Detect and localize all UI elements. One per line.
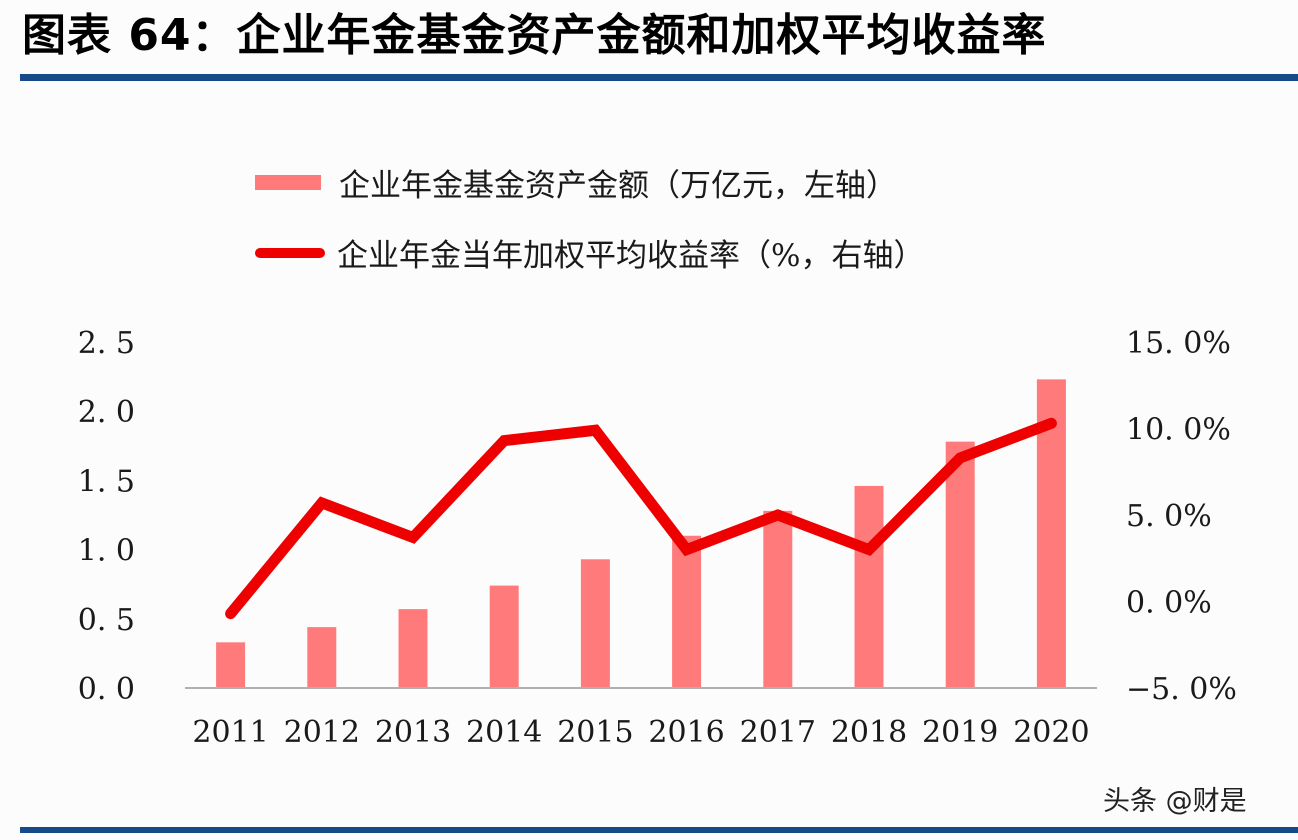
- x-tick-label: 2018: [831, 715, 907, 750]
- bar: [945, 441, 975, 688]
- bar: [763, 510, 793, 688]
- bar-series: [216, 379, 1066, 688]
- line-series: [225, 417, 1057, 620]
- bar: [580, 559, 610, 688]
- x-tick-label: 2013: [375, 715, 451, 750]
- legend-item-bar: 企业年金基金资产金额（万亿元，左轴）: [255, 160, 897, 205]
- line-swatch-icon: [255, 247, 325, 258]
- right-tick-label: 10. 0%: [1126, 413, 1231, 448]
- right-tick-label: 0. 0%: [1126, 586, 1212, 621]
- bottom-divider: [20, 827, 1298, 833]
- bar: [398, 609, 428, 688]
- right-tick-label: 5. 0%: [1126, 499, 1212, 534]
- bar: [489, 585, 519, 688]
- left-tick-label: 1. 0: [78, 534, 135, 569]
- x-tick-label: 2014: [466, 715, 542, 750]
- watermark: 头条 @财是: [1103, 786, 1247, 817]
- x-tick-label: 2011: [192, 715, 268, 750]
- bar: [216, 642, 246, 688]
- legend-bar-label: 企业年金基金资产金额（万亿元，左轴）: [339, 168, 897, 204]
- left-tick-label: 2. 0: [78, 395, 135, 430]
- legend-line-label: 企业年金当年加权平均收益率（%，右轴）: [337, 238, 925, 274]
- bar-swatch-icon: [255, 175, 321, 190]
- left-tick-label: 0. 5: [78, 603, 135, 638]
- x-tick-label: 2016: [648, 715, 724, 750]
- legend-item-line: 企业年金当年加权平均收益率（%，右轴）: [255, 230, 924, 275]
- top-divider: [20, 74, 1298, 81]
- right-tick-label: −5. 0%: [1126, 672, 1237, 707]
- page-title: 图表 64：企业年金基金资产金额和加权平均收益率: [22, 10, 1047, 61]
- x-tick-label: 2012: [284, 715, 360, 750]
- x-tick-label: 2017: [740, 715, 816, 750]
- right-axis-ticks: −5. 0% 0. 0% 5. 0% 10. 0% 15. 0%: [1126, 326, 1237, 707]
- right-tick-label: 15. 0%: [1126, 326, 1231, 361]
- left-tick-label: 1. 5: [78, 464, 135, 499]
- left-tick-label: 2. 5: [78, 326, 135, 361]
- bar: [854, 485, 884, 688]
- x-axis-ticks: 2011 2012 2013 2014 2015 2016 2017 2018 2019 2020: [192, 715, 1089, 750]
- x-tick-label: 2019: [922, 715, 998, 750]
- x-tick-label: 2015: [557, 715, 633, 750]
- bar: [307, 627, 337, 688]
- x-tick-label: 2020: [1013, 715, 1089, 750]
- left-tick-label: 0. 0: [78, 672, 135, 707]
- left-axis-ticks: 0. 0 0. 5 1. 0 1. 5 2. 0 2. 5: [78, 326, 135, 707]
- bar: [672, 535, 702, 688]
